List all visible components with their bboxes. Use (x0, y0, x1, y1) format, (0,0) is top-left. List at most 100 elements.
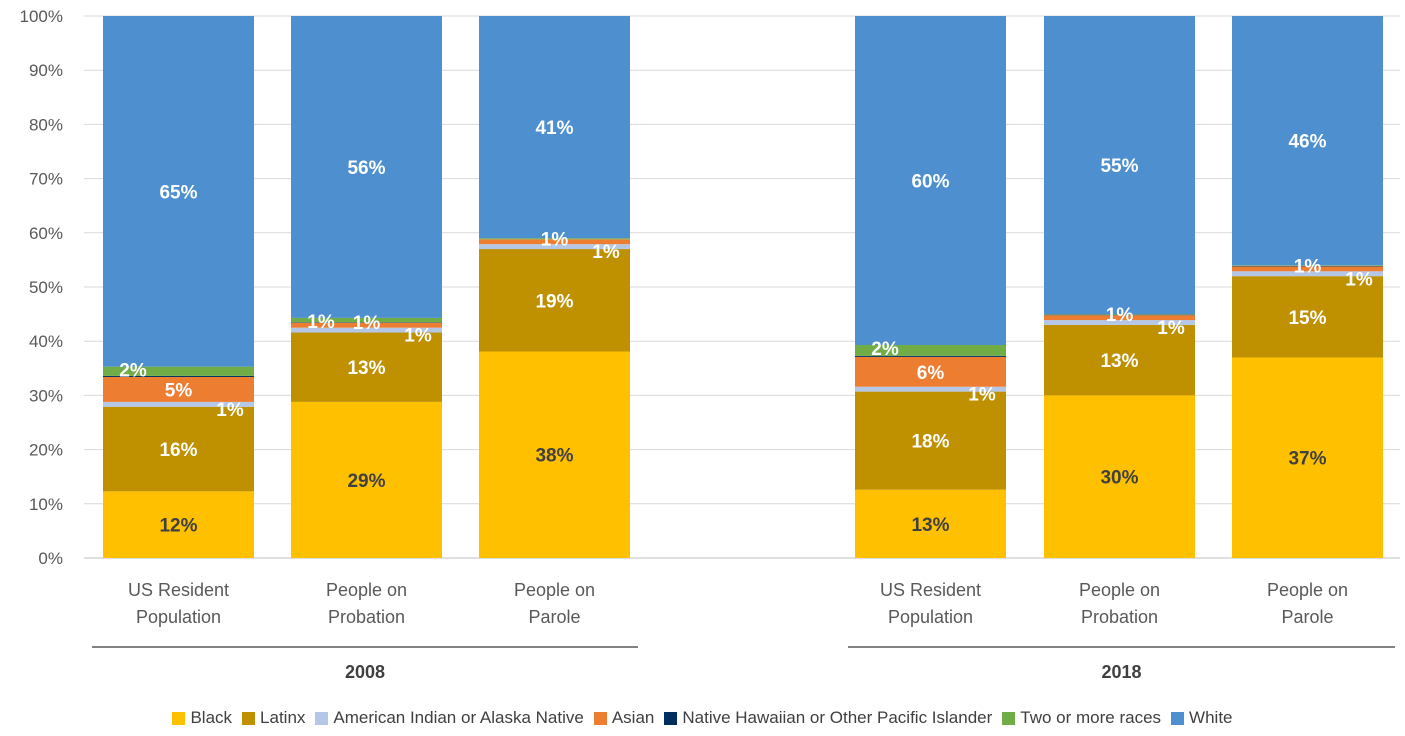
data-label: 15% (1288, 308, 1326, 329)
bar-segment (855, 344, 1006, 356)
legend-label: Black (190, 708, 233, 727)
legend-item: Asian (593, 708, 655, 728)
bar-segment (291, 327, 442, 333)
data-label: 19% (535, 291, 573, 312)
bar-segment (1044, 16, 1195, 315)
bar-segment (479, 239, 630, 245)
legend-swatch (315, 711, 329, 725)
data-label: 6% (917, 363, 945, 384)
bar-segment (855, 356, 1006, 387)
legend-swatch (1171, 711, 1185, 725)
data-label: 1% (353, 313, 381, 334)
bar-segment (291, 322, 442, 323)
bar-segment (291, 317, 442, 323)
legend-label: White (1189, 708, 1233, 727)
y-tick-label: 100% (20, 7, 63, 26)
data-label: 1% (404, 326, 432, 347)
legend-label: Native Hawaiian or Other Pacific Islande… (682, 708, 993, 727)
x-category-label: US Resident Population (128, 580, 229, 627)
legend-item: Two or more races (1002, 708, 1161, 728)
data-label: 1% (592, 242, 620, 263)
y-tick-label: 20% (29, 441, 63, 460)
y-tick-label: 80% (29, 115, 63, 134)
bar-segment (479, 249, 630, 352)
data-label: 18% (911, 432, 949, 453)
x-category-label: People on Parole (514, 580, 595, 627)
legend-label: Two or more races (1020, 708, 1162, 727)
legend-item: White (1171, 708, 1233, 728)
data-label: 46% (1288, 132, 1326, 153)
bar-segment (1044, 314, 1195, 315)
legend-item: American Indian or Alaska Native (315, 708, 584, 728)
legend-swatch (593, 711, 607, 725)
data-label: 56% (347, 158, 385, 179)
y-tick-label: 0% (38, 549, 63, 568)
data-label: 38% (535, 446, 573, 467)
x-category-label: People on Probation (326, 580, 407, 627)
data-label: 1% (1294, 256, 1322, 277)
bar-segment (855, 489, 1006, 558)
bar-segment (479, 244, 630, 250)
legend-swatch (664, 711, 678, 725)
y-tick-label: 30% (29, 386, 63, 405)
data-label: 13% (1100, 351, 1138, 372)
data-label: 16% (159, 440, 197, 461)
bar-segment (855, 391, 1006, 490)
x-category-label: People on Probation (1079, 580, 1160, 627)
data-label: 1% (1345, 269, 1373, 290)
bar-segment (291, 322, 442, 328)
data-label: 37% (1288, 449, 1326, 470)
y-tick-label: 60% (29, 224, 63, 243)
legend-item: Native Hawaiian or Other Pacific Islande… (664, 708, 992, 728)
bar-segment (1232, 16, 1383, 266)
data-label: 65% (159, 182, 197, 203)
bar-segment (103, 16, 254, 367)
bar-segment (1232, 265, 1383, 267)
group-label: 2018 (1101, 662, 1141, 682)
data-label: 13% (911, 515, 949, 536)
bar-segment (855, 386, 1006, 392)
data-label: 5% (165, 380, 193, 401)
data-label: 1% (1157, 318, 1185, 339)
bar-segment (103, 401, 254, 407)
legend-swatch (172, 711, 186, 725)
bar-segment (103, 375, 254, 377)
bar-segment (479, 238, 630, 240)
x-category-label: US Resident Population (880, 580, 981, 627)
data-label: 60% (911, 171, 949, 192)
bar-segment (1044, 395, 1195, 558)
y-tick-label: 10% (29, 495, 63, 514)
bar-segment (103, 376, 254, 402)
x-category-label: People on Parole (1267, 580, 1348, 627)
data-label: 1% (968, 385, 996, 406)
bar-segment (1232, 357, 1383, 558)
chart-legend: Black Latinx American Indian or Alaska Nat… (0, 706, 1405, 730)
data-label: 55% (1100, 156, 1138, 177)
data-label: 13% (347, 358, 385, 379)
bar-segment (855, 355, 1006, 357)
bar-segment (103, 491, 254, 558)
data-label: 1% (1106, 305, 1134, 326)
bar-segment (479, 16, 630, 239)
chart-plot-area: 0% 10% 20% 30% 40% 50% 60% 70% 80% 90% 100% 12% 16% 1… (20, 7, 1400, 682)
data-label: 41% (535, 118, 573, 139)
bar-segment (1044, 324, 1195, 396)
bar-segment (1044, 320, 1195, 325)
legend-label: American Indian or Alaska Native (333, 708, 584, 727)
bar-segment (479, 351, 630, 558)
legend-label: Asian (611, 708, 655, 727)
bar-segment (1044, 314, 1195, 316)
bar-segment (855, 16, 1006, 345)
y-tick-label: 40% (29, 332, 63, 351)
bar-segment (1232, 271, 1383, 277)
y-tick-label: 90% (29, 61, 63, 80)
legend-item: Black (172, 708, 232, 728)
data-label: 12% (159, 516, 197, 537)
y-tick-label: 70% (29, 170, 63, 189)
legend-swatch (1002, 711, 1016, 725)
bar-segment (103, 366, 254, 376)
data-label: 1% (216, 400, 244, 421)
bar-segment (103, 406, 254, 492)
bar-segment (291, 332, 442, 402)
